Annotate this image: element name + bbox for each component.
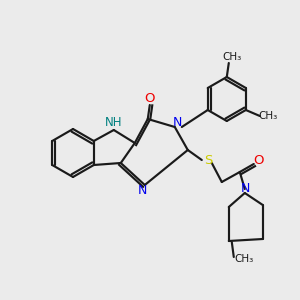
Text: O: O [254,154,264,167]
Text: S: S [205,154,213,167]
Text: N: N [173,116,182,128]
Text: CH₃: CH₃ [234,254,254,264]
Text: N: N [241,182,250,196]
Text: CH₃: CH₃ [258,111,278,121]
Text: N: N [138,184,148,197]
Text: O: O [145,92,155,104]
Text: NH: NH [105,116,122,130]
Text: CH₃: CH₃ [222,52,242,62]
